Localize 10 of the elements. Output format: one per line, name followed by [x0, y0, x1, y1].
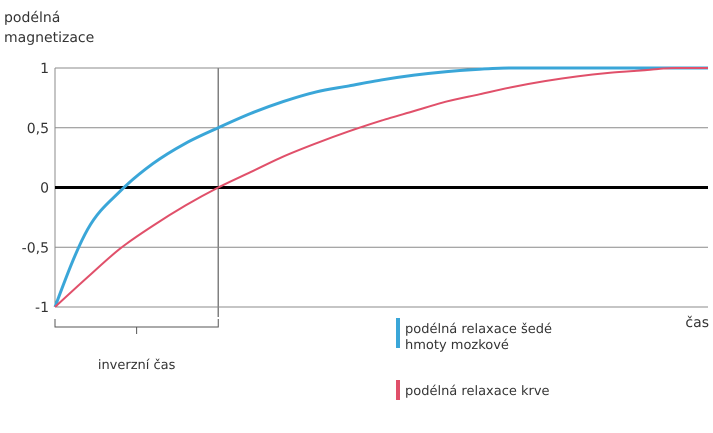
y-tick-label: 1	[40, 61, 49, 77]
legend-label: podélná relaxace šedé hmoty mozkové	[405, 322, 552, 353]
y-axis-title: podélná magnetizace	[4, 10, 94, 46]
y-tick-label: 0	[40, 180, 49, 196]
x-axis-title: čas	[685, 315, 709, 331]
y-tick-label: -0,5	[22, 240, 49, 256]
text: inverzní čas	[98, 358, 176, 373]
legend-label: podélná relaxace krve	[405, 384, 550, 399]
y-tick-label: -1	[35, 300, 49, 316]
y-tick-label: 0,5	[26, 120, 49, 137]
